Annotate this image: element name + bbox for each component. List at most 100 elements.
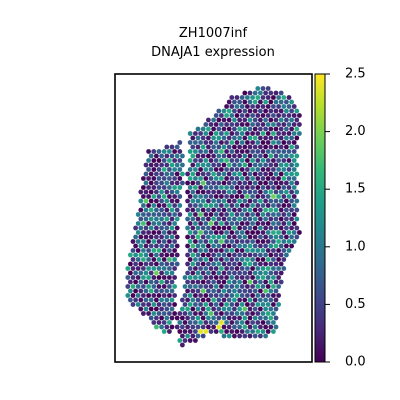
expression-spot	[172, 212, 178, 217]
expression-spot	[250, 185, 256, 190]
expression-spot	[143, 189, 149, 195]
expression-spot	[242, 216, 248, 222]
expression-spot	[265, 311, 271, 316]
expression-spot	[286, 140, 292, 145]
expression-spot	[198, 320, 204, 325]
expression-spot	[164, 225, 170, 231]
expression-spot	[278, 99, 284, 105]
expression-spot	[221, 243, 227, 249]
expression-spot	[224, 113, 230, 118]
expression-spot	[154, 315, 159, 321]
expression-spot	[273, 171, 279, 177]
expression-spot	[226, 279, 232, 285]
expression-spot	[286, 95, 292, 100]
expression-spot	[273, 108, 279, 114]
expression-spot	[271, 212, 276, 217]
expression-spot	[284, 144, 289, 150]
expression-spot	[221, 108, 227, 114]
expression-spot	[278, 207, 284, 213]
expression-spot	[167, 221, 172, 226]
expression-spot	[154, 243, 159, 249]
expression-spot	[276, 113, 281, 118]
expression-spot	[172, 266, 178, 271]
expression-spot	[226, 108, 232, 114]
expression-spot	[250, 257, 256, 262]
expression-spot	[278, 162, 284, 168]
expression-spot	[187, 131, 193, 136]
expression-spot	[245, 212, 250, 217]
expression-spot	[260, 95, 266, 100]
expression-spot	[169, 225, 175, 231]
expression-spot	[286, 131, 292, 136]
expression-spot	[247, 324, 253, 330]
expression-spot	[284, 207, 289, 213]
expression-spot	[177, 311, 183, 316]
expression-spot	[224, 320, 230, 325]
expression-spot	[265, 266, 271, 271]
expression-spot	[211, 288, 217, 294]
expression-spot	[252, 297, 258, 303]
expression-spot	[135, 284, 141, 289]
expression-spot	[185, 252, 191, 258]
expression-spot	[161, 266, 167, 271]
expression-spot	[138, 216, 144, 222]
expression-spot	[208, 131, 214, 136]
expression-spot	[268, 252, 274, 258]
expression-spot	[146, 158, 152, 163]
expression-spot	[164, 162, 170, 168]
expression-spot	[229, 320, 235, 325]
expression-spot	[276, 212, 281, 217]
expression-spot	[242, 243, 248, 249]
expression-spot	[237, 117, 243, 123]
expression-spot	[245, 284, 250, 289]
expression-spot	[250, 221, 256, 226]
expression-spot	[263, 333, 268, 339]
expression-spot	[198, 176, 204, 181]
expression-spot	[294, 153, 300, 159]
expression-spot	[294, 225, 300, 231]
expression-spot	[159, 153, 165, 159]
expression-spot	[146, 266, 152, 271]
expression-spot	[224, 149, 230, 154]
expression-spot	[247, 171, 253, 177]
expression-spot	[291, 167, 297, 172]
expression-spot	[156, 185, 162, 190]
expression-spot	[294, 207, 300, 213]
expression-spot	[208, 194, 214, 199]
expression-spot	[200, 333, 206, 339]
expression-spot	[200, 135, 206, 141]
expression-spot	[146, 221, 152, 226]
expression-spot	[193, 239, 198, 244]
expression-spot	[250, 176, 256, 181]
expression-spot	[211, 189, 217, 195]
expression-spot	[133, 261, 139, 267]
expression-spot	[260, 122, 266, 127]
expression-spot	[185, 297, 191, 303]
expression-spot	[133, 225, 139, 231]
expression-spot	[221, 189, 227, 195]
expression-spot	[271, 95, 276, 100]
expression-spot	[198, 131, 204, 136]
expression-spot	[260, 329, 266, 334]
expression-spot	[281, 167, 287, 172]
expression-spot	[151, 293, 157, 298]
expression-spot	[127, 261, 133, 267]
expression-spot	[206, 207, 211, 213]
expression-spot	[263, 117, 268, 123]
expression-spot	[234, 167, 240, 172]
expression-spot	[242, 162, 248, 168]
expression-spot	[203, 302, 209, 307]
expression-spot	[273, 297, 279, 303]
expression-spot	[232, 126, 237, 132]
expression-spot	[206, 243, 211, 249]
expression-spot	[263, 279, 268, 285]
expression-spot	[237, 225, 243, 231]
expression-spot	[164, 315, 170, 321]
expression-spot	[169, 288, 175, 294]
expression-spot	[226, 297, 232, 303]
expression-spot	[211, 180, 217, 186]
expression-spot	[258, 243, 263, 249]
expression-spot	[200, 216, 206, 222]
expression-spot	[232, 234, 237, 240]
expression-spot	[146, 248, 152, 253]
